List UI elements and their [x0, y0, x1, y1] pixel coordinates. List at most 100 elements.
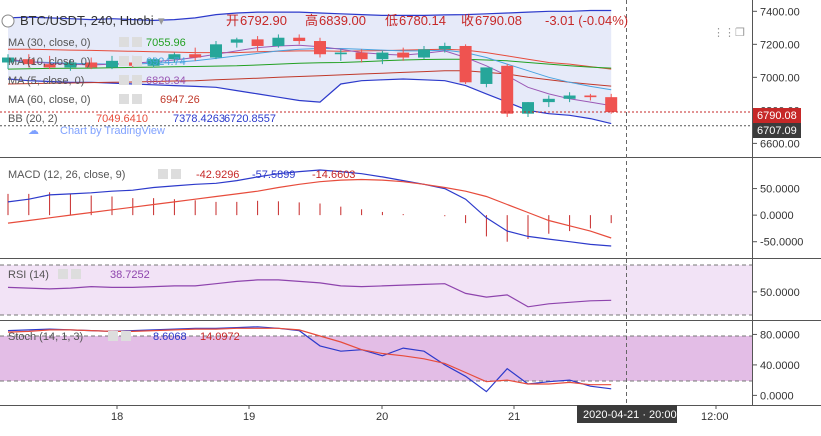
candle-body [293, 37, 306, 42]
legend-ma30-value: 7055.96 [146, 37, 186, 49]
legend-bb-label: BB (20, 2) [8, 113, 58, 125]
maximize-icon[interactable]: ❐ [735, 27, 745, 39]
candle-body [272, 37, 285, 46]
chart-title: BTC/USDT, 240, Huobi [20, 13, 154, 28]
candle-body [501, 65, 514, 114]
legend-ma60[interactable]: MA (60, close, 0) 6947.26 [8, 94, 200, 106]
legend-ma30-label: MA (30, close, 0) [8, 37, 91, 49]
candle-body [376, 52, 389, 60]
stoch-tick-label: 80.0000 [760, 329, 800, 341]
candle-body [563, 95, 576, 99]
stoch-ticks: 80.0000 40.0000 0.0000 [752, 329, 800, 402]
candle-body [584, 95, 597, 98]
legend-settings-icon [119, 75, 129, 85]
rsi-layer [7, 279, 612, 308]
legend-rsi-value: 38.7252 [110, 269, 150, 281]
stoch-tick-label: 0.0000 [760, 390, 794, 402]
time-cursor-text: 2020-04-21 · 20:00 [583, 409, 677, 421]
legend-stoch-k: 8.6068 [153, 331, 187, 343]
legend-ma60-value: 6947.26 [160, 94, 200, 106]
candle-body [64, 62, 77, 68]
lower-band-badge-text: 6707.09 [757, 125, 797, 137]
candle-body [43, 64, 56, 68]
ohlc-open-label: 开 [226, 13, 239, 28]
candle-body [22, 59, 35, 65]
legend-ma10-value: 6924.74 [146, 56, 186, 68]
candle-body [147, 59, 160, 66]
legend-bb-basis: 7049.6410 [96, 113, 148, 125]
candle-body [334, 52, 347, 55]
stoch-tick-label: 40.0000 [760, 360, 800, 372]
candle-body [418, 49, 430, 58]
legend-ma30[interactable]: MA (30, close, 0) 7055.96 [8, 37, 186, 49]
bb-basis-line [8, 48, 612, 70]
macd-signal-line [7, 178, 612, 239]
legend-stoch[interactable]: Stoch (14, 1, 3) 8.6068 14.0972 [8, 331, 240, 343]
time-tick-label: 19 [243, 411, 255, 423]
ohlc-close-label: 收 [461, 13, 474, 28]
legend-macd-label: MACD (12, 26, close, 9) [8, 169, 125, 181]
candle-body [438, 45, 451, 50]
legend-rsi-label: RSI (14) [8, 269, 49, 281]
macd-tick-label: 0.0000 [760, 210, 794, 222]
legend-macd-v1: -57.5899 [252, 169, 295, 181]
header: BTC/USDT, 240, Huobi ▾ 开 6792.90 高 6839.… [1, 13, 628, 28]
time-tick-label: 12:00 [701, 411, 729, 423]
ohlc-high-label: 高 [305, 13, 318, 28]
time-tick-label: 20 [376, 411, 388, 423]
ohlc-open-value: 6792.90 [240, 13, 287, 28]
legend-ma10[interactable]: MA (10, close, 0) 6924.74 [8, 56, 186, 68]
macd-tick-label: 50.0000 [760, 184, 800, 196]
legend-settings-icon [119, 37, 129, 47]
rsi-tick-label: 50.0000 [760, 287, 800, 299]
legend-bb-lower: 6720.8557 [224, 113, 276, 125]
legend-bb[interactable]: BB (20, 2) 7049.6410 7378.4263 6720.8557 [8, 113, 276, 125]
candle-body [542, 98, 555, 103]
legend-stoch-label: Stoch (14, 1, 3) [8, 331, 83, 343]
candle-body [210, 44, 222, 58]
stoch-zone [0, 336, 752, 381]
candle-body [2, 57, 14, 63]
chevron-down-icon[interactable]: ▾ [158, 13, 165, 28]
ma30-line [7, 58, 612, 70]
time-tick-label: 18 [111, 411, 123, 423]
legend-ma5[interactable]: MA (5, close, 0) 6829.34 [8, 75, 186, 87]
candles-layer [2, 34, 618, 117]
legend-close-icon [121, 331, 131, 341]
time-ticks: 18 19 20 21 12:00 [111, 405, 729, 423]
macd-tick-label: -50.0000 [760, 237, 803, 249]
legend-settings-icon [119, 94, 129, 104]
bb-upper-line [7, 9, 612, 22]
more-icon[interactable]: ⋮⋮ [713, 27, 735, 39]
legend-macd-v2: -14.6603 [312, 169, 355, 181]
price-tick-label: 7200.00 [760, 39, 800, 51]
ohlc-change: -3.01 (-0.04%) [545, 13, 628, 28]
macd-layer [7, 169, 612, 247]
ohlc-high-value: 6839.00 [319, 13, 366, 28]
time-tick-label: 21 [508, 411, 520, 423]
candle-body [522, 102, 534, 114]
legend-settings-icon [119, 56, 129, 66]
ohlc-low-value: 6780.14 [399, 13, 446, 28]
candle-body [355, 52, 368, 60]
symbol-dot-icon [1, 14, 15, 28]
rsi-ticks: 50.0000 [752, 287, 800, 299]
legend-macd-v0: -42.9296 [196, 169, 239, 181]
last-price-badge: 6790.08 [753, 108, 801, 123]
legend-close-icon [132, 75, 142, 85]
legend-close-icon [71, 269, 81, 279]
legend-close-icon [132, 94, 142, 104]
legend-settings-icon [108, 331, 118, 341]
legend-ma5-label: MA (5, close, 0) [8, 75, 84, 87]
tradingview-watermark: ☁ Chart by TradingView [28, 125, 165, 137]
time-cursor-badge: 2020-04-21 · 20:00 [577, 405, 677, 423]
legend-macd[interactable]: MACD (12, 26, close, 9) -42.9296 -57.589… [8, 169, 355, 181]
legend-rsi[interactable]: RSI (14) 38.7252 [8, 269, 150, 281]
candle-body [397, 52, 410, 58]
bollinger-band-fill [8, 10, 612, 124]
last-price-badge-text: 6790.08 [757, 110, 797, 122]
legend-bb-upper: 7378.4263 [173, 113, 225, 125]
lower-band-badge: 6707.09 [753, 123, 801, 138]
legend-ma5-value: 6829.34 [146, 75, 186, 87]
